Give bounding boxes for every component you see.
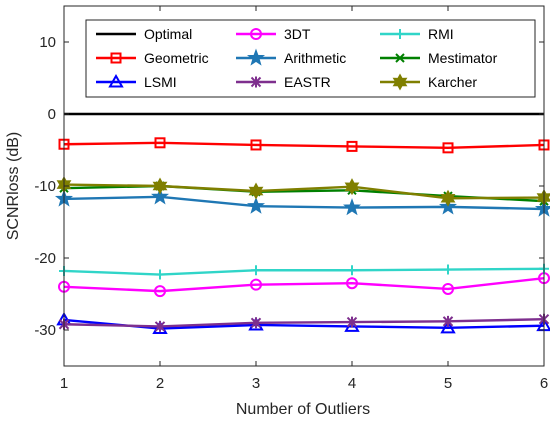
y-tick-label: 10	[39, 34, 56, 51]
y-tick-label: 0	[48, 106, 56, 123]
legend-label: Arithmetic	[284, 50, 346, 66]
legend-label: Optimal	[144, 26, 192, 42]
data-point	[344, 178, 360, 196]
data-point	[155, 269, 165, 280]
y-tick-label: -10	[34, 178, 56, 195]
legend-label: RMI	[428, 26, 454, 42]
legend-item-lsmi: LSMI	[96, 73, 177, 90]
legend-marker	[250, 76, 262, 88]
data-point	[440, 189, 456, 207]
x-tick-label: 2	[156, 375, 164, 392]
y-tick-label: -20	[34, 250, 56, 267]
series-line	[63, 276, 545, 293]
x-tick-label: 4	[348, 375, 356, 392]
series-line	[63, 141, 545, 150]
legend-item-rmi: RMI	[380, 26, 454, 42]
series-line	[63, 318, 545, 328]
data-point	[346, 316, 358, 328]
data-point	[250, 317, 262, 329]
legend-marker	[395, 29, 405, 39]
data-point	[443, 264, 453, 275]
legend-label: Mestimator	[428, 50, 498, 66]
legend-item-eastr: EASTR	[236, 74, 331, 90]
x-tick-label: 5	[444, 375, 452, 392]
data-point	[152, 320, 168, 335]
series-line	[63, 195, 545, 211]
legend-marker	[108, 73, 124, 88]
x-axis-label: Number of Outliers	[236, 401, 370, 418]
legend-marker	[250, 28, 262, 40]
legend-marker	[110, 52, 122, 64]
legend-item-arithmetic: Arithmetic	[236, 48, 346, 66]
data-point	[442, 315, 454, 327]
data-point	[154, 285, 166, 298]
data-point	[150, 187, 170, 205]
data-point	[248, 316, 264, 331]
legend-label: LSMI	[144, 74, 177, 90]
data-point	[250, 139, 262, 151]
legend-label: EASTR	[284, 74, 331, 90]
axes-layer: 1 2 3 4 5 6 10 0 -10 -20 -30	[34, 5, 548, 392]
data-point	[250, 278, 262, 291]
data-point	[346, 140, 358, 152]
data-point	[442, 282, 454, 295]
legend-marker	[395, 53, 405, 63]
x-tick-label: 6	[540, 375, 548, 392]
x-tick-label: 1	[60, 375, 68, 392]
data-point	[154, 137, 166, 149]
data-point	[347, 265, 357, 276]
series-karcher	[56, 176, 550, 207]
series-line	[63, 183, 545, 200]
data-point	[251, 265, 261, 276]
y-tick-label: -30	[34, 322, 56, 339]
legend-item-geometric: Geometric	[96, 50, 209, 66]
data-point	[342, 198, 362, 216]
legend-item-3dt: 3DT	[236, 26, 311, 42]
legend: Optimal Geometric LSMI 3DT Arithmetic EASTR RM…	[85, 19, 536, 98]
y-axis-label: SCNRloss (dB)	[5, 132, 22, 240]
series-line	[63, 267, 545, 276]
legend-item-mestimator: Mestimator	[380, 50, 498, 66]
data-point	[152, 177, 168, 195]
data-point	[248, 182, 264, 200]
legend-marker	[392, 73, 408, 91]
legend-item-optimal: Optimal	[96, 26, 192, 42]
legend-label: Karcher	[428, 74, 477, 90]
legend-marker	[246, 48, 266, 66]
legend-label: 3DT	[284, 26, 311, 42]
data-point	[440, 319, 456, 334]
legend-label: Geometric	[144, 50, 209, 66]
x-tick-label: 3	[252, 375, 260, 392]
legend-box	[85, 19, 536, 98]
data-point	[154, 320, 166, 332]
data-point	[246, 196, 266, 214]
legend-item-karcher: Karcher	[380, 73, 477, 91]
data-point	[346, 277, 358, 290]
data-point	[442, 142, 454, 154]
